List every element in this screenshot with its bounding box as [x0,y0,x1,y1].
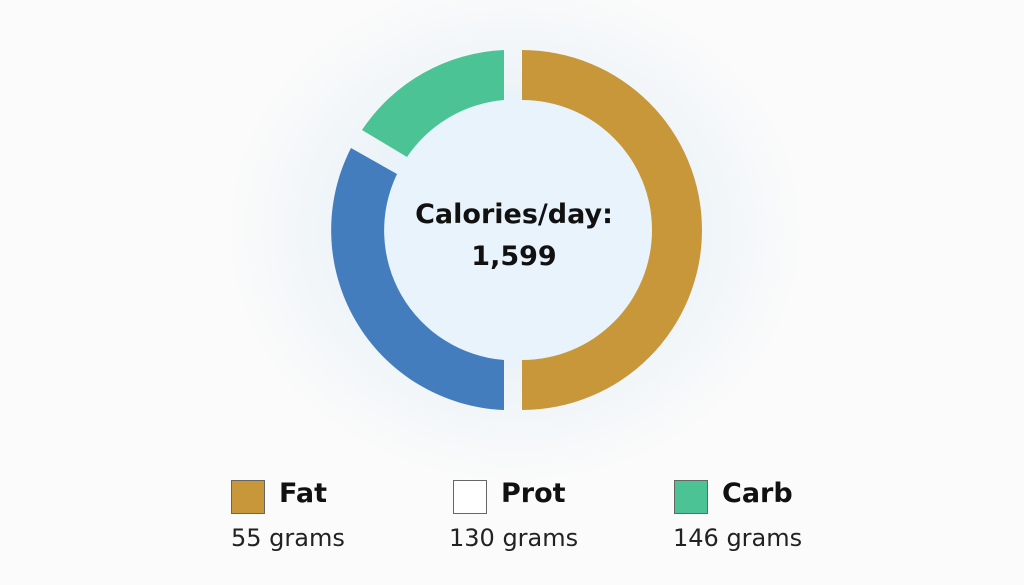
prot-swatch [453,480,487,514]
center-label: Calories/day: 1,599 [364,194,664,278]
segment-carb [362,50,504,157]
fat-label: Fat [279,478,327,509]
fat-amount: 55 grams [231,524,345,552]
prot-label: Prot [501,478,566,509]
segment-fat [522,50,702,410]
carb-label: Carb [722,478,793,509]
prot-amount: 130 grams [449,524,579,552]
calories-value: 1,599 [471,241,557,272]
fat-swatch [231,480,265,514]
segment-prot [331,148,504,410]
carb-amount: 146 grams [673,524,803,552]
donut-inner-disc [376,92,652,368]
calories-title: Calories/day: [415,199,613,230]
carb-swatch [674,480,708,514]
